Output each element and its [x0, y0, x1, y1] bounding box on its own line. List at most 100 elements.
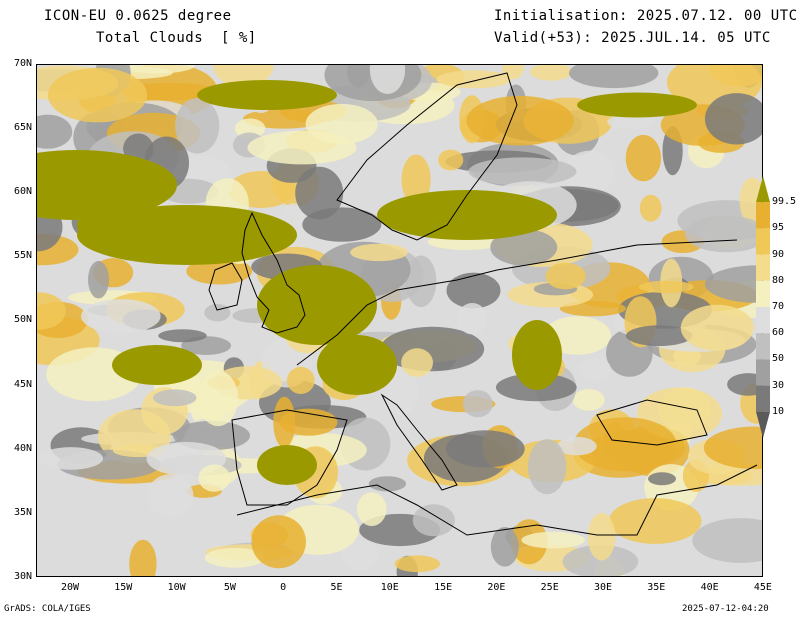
colorbar-level-label: 10	[772, 405, 785, 417]
lat-label: 50N	[13, 314, 32, 326]
cloud-map	[36, 64, 763, 577]
lon-label: 20W	[60, 582, 80, 593]
cloud-patch	[587, 513, 616, 561]
cloud-patch	[727, 373, 762, 396]
cloud-patch	[626, 325, 693, 347]
lat-label: 40N	[13, 442, 32, 454]
cloud-patch	[175, 98, 220, 154]
colorbar-level-label: 70	[772, 301, 785, 312]
cloud-patch	[158, 329, 207, 343]
lon-label: 20E	[487, 582, 506, 593]
cloud-patch	[198, 370, 239, 427]
overcast-patch	[77, 205, 157, 245]
overcast-patch	[197, 80, 337, 110]
cloud-patch	[608, 498, 702, 544]
cloud-patch	[710, 65, 762, 87]
lon-label: 0	[280, 582, 287, 593]
cloud-patch	[37, 114, 73, 149]
coastline	[296, 239, 738, 366]
cloud-patch	[638, 280, 694, 294]
colorbar-level-label: 80	[772, 274, 785, 286]
footer-credit: GrADS: COLA/IGES	[4, 604, 91, 614]
cloud-patch	[279, 408, 338, 436]
colorbar-segment	[756, 333, 770, 360]
cloud-patch	[204, 547, 265, 568]
colorbar-segment	[756, 385, 770, 412]
colorbar-segment	[756, 359, 770, 386]
cloud-patch	[38, 447, 103, 470]
cloud-patch	[639, 194, 662, 222]
colorbar-level-label: 95	[772, 222, 785, 234]
cloud-patch	[204, 304, 231, 322]
overcast-patch	[112, 345, 202, 385]
cloud-patch	[704, 93, 762, 145]
cloud-patch	[234, 118, 266, 139]
footer-timestamp: 2025-07-12-04:20	[682, 604, 769, 614]
cloud-patch	[648, 472, 676, 486]
lat-label: 45N	[13, 378, 32, 390]
cloud-patch	[466, 95, 574, 146]
cloud-patch	[578, 357, 612, 381]
cloud-patch	[368, 476, 407, 492]
overcast-patch	[317, 335, 397, 395]
lon-label: 10W	[167, 582, 186, 593]
lat-label: 35N	[13, 506, 32, 518]
field-title: Total Clouds [ %]	[96, 30, 257, 46]
cloud-patch	[153, 389, 197, 407]
colorbar	[756, 176, 770, 438]
initialisation-time: Initialisation: 2025.07.12. 00 UTC	[494, 8, 798, 24]
cloud-patch	[680, 304, 754, 351]
cloud-patch	[521, 531, 585, 549]
overcast-patch	[257, 445, 317, 485]
overcast-patch	[512, 320, 562, 390]
lon-label: 30E	[593, 582, 613, 593]
cloud-patch	[198, 464, 231, 492]
colorbar-level-label: 30	[772, 379, 785, 391]
cloud-patch	[88, 260, 109, 299]
cloud-patch	[251, 515, 306, 569]
cloud-patch	[703, 426, 762, 470]
coastline	[241, 211, 306, 334]
model-title: ICON-EU 0.0625 degree	[44, 8, 232, 24]
cloud-patch	[147, 474, 194, 518]
colorbar-level-label: 90	[772, 248, 785, 260]
overcast-patch	[377, 190, 557, 240]
cloud-patch	[527, 439, 567, 495]
colorbar-level-label: 50	[772, 353, 785, 365]
lon-label: 40E	[700, 582, 719, 593]
lat-label: 55N	[13, 250, 32, 262]
cloud-patch	[564, 150, 616, 194]
cloud-patch	[607, 114, 655, 130]
lon-label: 5E	[330, 582, 343, 593]
cloud-patch	[569, 65, 659, 89]
cloud-patch	[401, 348, 433, 377]
lat-label: 65N	[13, 122, 32, 134]
coastline	[236, 464, 758, 536]
valid-time: Valid(+53): 2025.JUL.14. 05 UTC	[494, 30, 771, 46]
colorbar-segment	[756, 307, 770, 334]
lat-label: 30N	[13, 570, 32, 582]
cloud-patch	[604, 422, 628, 463]
cloud-patch	[394, 555, 441, 573]
coastline-layer	[208, 72, 758, 536]
cloud-patch	[369, 65, 406, 94]
cloud-patch	[247, 130, 357, 165]
cloud-patch	[438, 149, 464, 171]
lon-label: 35E	[647, 582, 666, 593]
cloud-patch	[81, 299, 161, 334]
colorbar-level-label: 60	[772, 327, 785, 339]
cloud-patch	[445, 430, 525, 468]
cloud-patch	[436, 70, 512, 89]
colorbar-segment	[756, 202, 770, 229]
cloud-patch	[572, 389, 605, 411]
cloud-patch	[462, 390, 493, 418]
cloud-patch	[243, 108, 325, 129]
cloud-patch	[356, 492, 387, 526]
lon-label: 25E	[540, 582, 559, 593]
coastline	[231, 409, 348, 506]
colorbar-level-label: 99.5	[772, 196, 797, 208]
cloud-patch	[129, 539, 157, 576]
colorbar-segment	[756, 254, 770, 281]
cloud-patch	[37, 292, 66, 330]
lat-label: 60N	[13, 186, 32, 198]
